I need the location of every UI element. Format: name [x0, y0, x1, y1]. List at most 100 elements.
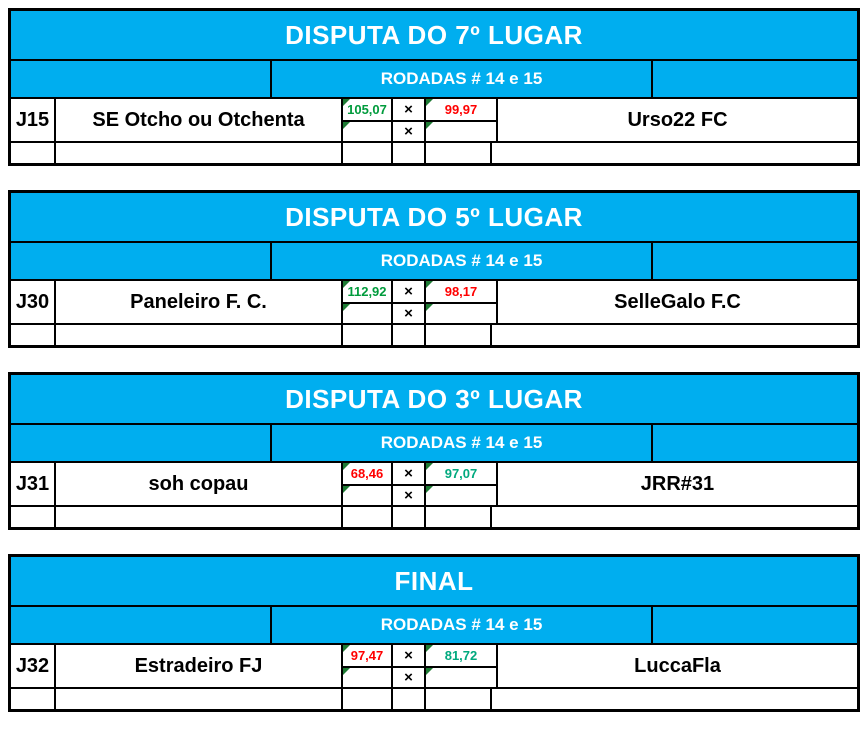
home-team-cell[interactable]: soh copau	[56, 463, 343, 505]
error-indicator-triangle-icon	[426, 668, 433, 675]
home-score-cell[interactable]: 97,47	[343, 645, 393, 666]
empty-cell[interactable]	[492, 689, 857, 709]
vs-2-cell[interactable]: ×	[393, 668, 426, 687]
vs-cell[interactable]: ×	[393, 463, 426, 484]
home-score-2-cell[interactable]	[343, 668, 393, 687]
error-indicator-triangle-icon	[426, 463, 433, 470]
empty-cell[interactable]	[343, 143, 393, 163]
error-indicator-triangle-icon	[426, 304, 433, 311]
empty-cell[interactable]	[492, 507, 857, 527]
empty-cell[interactable]	[393, 143, 426, 163]
away-score-cell[interactable]: 97,07	[426, 463, 496, 484]
vs-symbol: ×	[404, 123, 413, 140]
home-score-2-cell[interactable]	[343, 486, 393, 505]
match-id-cell[interactable]: J32	[11, 645, 56, 687]
match-id-cell[interactable]: J30	[11, 281, 56, 323]
error-indicator-triangle-icon	[426, 281, 433, 288]
empty-cell[interactable]	[492, 143, 857, 163]
error-indicator-triangle-icon	[343, 645, 350, 652]
error-indicator-triangle-icon	[426, 122, 433, 129]
empty-cell[interactable]	[11, 325, 56, 345]
empty-cell[interactable]	[426, 325, 492, 345]
rounds-left-spacer-cell	[11, 61, 272, 97]
rounds-label: RODADAS # 14 e 15	[272, 607, 653, 643]
vs-symbol: ×	[404, 647, 413, 664]
away-score: 99,97	[444, 102, 478, 117]
error-indicator-triangle-icon	[426, 99, 433, 106]
vs-2-cell[interactable]: ×	[393, 304, 426, 323]
vs-symbol: ×	[404, 283, 413, 300]
match-id-cell[interactable]: J31	[11, 463, 56, 505]
error-indicator-triangle-icon	[343, 122, 350, 129]
away-score: 81,72	[444, 648, 478, 663]
empty-cell[interactable]	[343, 325, 393, 345]
away-score-2-cell[interactable]	[426, 486, 496, 505]
error-indicator-triangle-icon	[343, 304, 350, 311]
section-5th-place: DISPUTA DO 5º LUGAR RODADAS # 14 e 15 J3…	[8, 190, 860, 348]
away-score-2-cell[interactable]	[426, 668, 496, 687]
vs-2-cell[interactable]: ×	[393, 122, 426, 141]
empty-cell[interactable]	[426, 143, 492, 163]
empty-cell[interactable]	[11, 689, 56, 709]
empty-cell[interactable]	[492, 325, 857, 345]
empty-cell[interactable]	[393, 507, 426, 527]
score-block: 112,92 × 98,17 ×	[343, 281, 498, 323]
rounds-left-spacer-cell	[11, 607, 272, 643]
error-indicator-triangle-icon	[426, 645, 433, 652]
vs-symbol: ×	[404, 669, 413, 686]
match-id-cell[interactable]: J15	[11, 99, 56, 141]
section-title: DISPUTA DO 3º LUGAR	[11, 375, 857, 423]
section-3rd-place: DISPUTA DO 3º LUGAR RODADAS # 14 e 15 J3…	[8, 372, 860, 530]
empty-cell[interactable]	[11, 143, 56, 163]
away-score-cell[interactable]: 99,97	[426, 99, 496, 120]
rounds-right-spacer-cell	[653, 607, 857, 643]
error-indicator-triangle-icon	[343, 99, 350, 106]
section-7th-place: DISPUTA DO 7º LUGAR RODADAS # 14 e 15 J1…	[8, 8, 860, 166]
rounds-label: RODADAS # 14 e 15	[272, 243, 653, 279]
away-team-cell[interactable]: Urso22 FC	[498, 99, 857, 141]
away-score-2-cell[interactable]	[426, 304, 496, 323]
home-score-2-cell[interactable]	[343, 304, 393, 323]
away-team-cell[interactable]: JRR#31	[498, 463, 857, 505]
error-indicator-triangle-icon	[343, 486, 350, 493]
away-team-cell[interactable]: LuccaFla	[498, 645, 857, 687]
away-score-cell[interactable]: 98,17	[426, 281, 496, 302]
vs-2-cell[interactable]: ×	[393, 486, 426, 505]
vs-cell[interactable]: ×	[393, 645, 426, 666]
empty-cell[interactable]	[56, 689, 343, 709]
rounds-left-spacer-cell	[11, 243, 272, 279]
score-block: 105,07 × 99,97 ×	[343, 99, 498, 141]
empty-cell[interactable]	[343, 507, 393, 527]
home-team-cell[interactable]: Paneleiro F. C.	[56, 281, 343, 323]
empty-cell[interactable]	[11, 507, 56, 527]
away-score-cell[interactable]: 81,72	[426, 645, 496, 666]
home-score: 105,07	[347, 102, 387, 117]
empty-cell[interactable]	[56, 325, 343, 345]
home-score-cell[interactable]: 68,46	[343, 463, 393, 484]
error-indicator-triangle-icon	[426, 486, 433, 493]
rounds-label: RODADAS # 14 e 15	[272, 425, 653, 461]
vs-cell[interactable]: ×	[393, 99, 426, 120]
empty-cell[interactable]	[393, 689, 426, 709]
home-team-cell[interactable]: SE Otcho ou Otchenta	[56, 99, 343, 141]
rounds-right-spacer-cell	[653, 243, 857, 279]
score-block: 97,47 × 81,72 ×	[343, 645, 498, 687]
error-indicator-triangle-icon	[343, 463, 350, 470]
home-score-cell[interactable]: 112,92	[343, 281, 393, 302]
away-score-2-cell[interactable]	[426, 122, 496, 141]
empty-cell[interactable]	[426, 689, 492, 709]
home-score-2-cell[interactable]	[343, 122, 393, 141]
away-team-cell[interactable]: SelleGalo F.C	[498, 281, 857, 323]
home-score-cell[interactable]: 105,07	[343, 99, 393, 120]
empty-cell[interactable]	[56, 143, 343, 163]
empty-cell[interactable]	[426, 507, 492, 527]
empty-cell[interactable]	[393, 325, 426, 345]
vs-cell[interactable]: ×	[393, 281, 426, 302]
vs-symbol: ×	[404, 465, 413, 482]
empty-cell[interactable]	[56, 507, 343, 527]
home-score: 97,47	[350, 648, 384, 663]
home-team-cell[interactable]: Estradeiro FJ	[56, 645, 343, 687]
rounds-left-spacer-cell	[11, 425, 272, 461]
score-block: 68,46 × 97,07 ×	[343, 463, 498, 505]
empty-cell[interactable]	[343, 689, 393, 709]
